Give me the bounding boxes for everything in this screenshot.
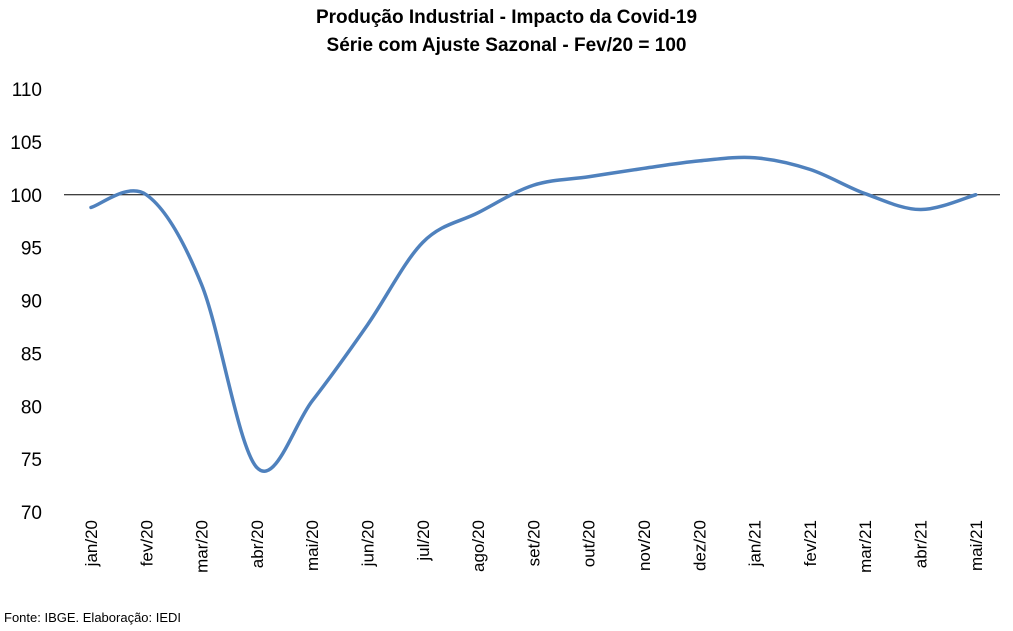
- chart-title: Produção Industrial - Impacto da Covid-1…: [315, 7, 698, 28]
- x-tick-label: jul/20: [414, 520, 433, 562]
- y-axis: 70 75 80 85 90 95 100 105 110: [10, 80, 42, 524]
- source-note: Fonte: IBGE. Elaboração: IEDI: [4, 610, 182, 625]
- x-tick-label: ago/20: [469, 520, 488, 572]
- line-chart: 70 75 80 85 90 95 100 105 110 jan/20 fev/20 mar/20…: [10, 80, 1000, 573]
- y-tick-label: 95: [21, 239, 42, 260]
- x-tick-label: fev/20: [137, 520, 156, 566]
- x-tick-label: mar/21: [856, 520, 875, 573]
- x-tick-label: mai/20: [303, 520, 322, 571]
- x-tick-label: mai/21: [967, 520, 986, 571]
- y-tick-label: 100: [10, 186, 42, 207]
- x-tick-label: jan/20: [82, 520, 101, 567]
- x-tick-label: abr/21: [912, 520, 931, 568]
- x-tick-label: set/20: [524, 520, 543, 566]
- x-tick-label: jan/21: [746, 520, 765, 567]
- y-tick-label: 90: [21, 292, 42, 313]
- x-axis: jan/20 fev/20 mar/20 abr/20 mai/20 jun/20 jul/…: [82, 520, 986, 573]
- y-tick-label: 75: [21, 450, 42, 471]
- y-tick-label: 85: [21, 344, 42, 365]
- y-tick-label: 70: [21, 503, 42, 524]
- x-tick-label: mar/20: [193, 520, 212, 573]
- x-tick-label: jun/20: [359, 520, 378, 567]
- x-tick-label: fev/21: [801, 520, 820, 566]
- y-tick-label: 110: [12, 80, 42, 101]
- x-tick-label: dez/20: [690, 520, 709, 571]
- series-group: [89, 155, 978, 473]
- y-tick-label: 80: [21, 397, 42, 418]
- y-tick-label: 105: [10, 133, 42, 154]
- chart-subtitle: Série com Ajuste Sazonal - Fev/20 = 100: [326, 35, 687, 56]
- x-tick-label: abr/20: [248, 520, 267, 568]
- x-tick-label: nov/20: [635, 520, 654, 571]
- series-line: [89, 155, 978, 473]
- x-tick-label: out/20: [580, 520, 599, 567]
